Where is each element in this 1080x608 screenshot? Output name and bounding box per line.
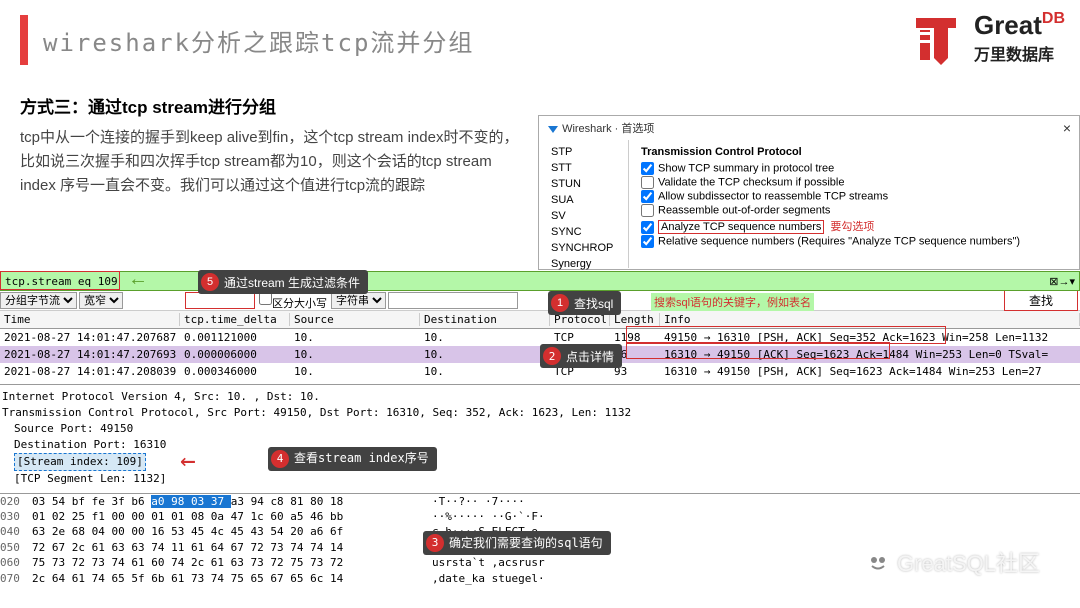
pref-checkbox[interactable] <box>641 235 654 248</box>
pref-window-title: Wireshark · 首选项 × <box>539 116 1079 140</box>
close-icon[interactable]: × <box>1063 120 1071 136</box>
col-info[interactable]: Info <box>660 313 1080 326</box>
wireshark-panel: tcp.stream eq 109 ⊠→▾ ← 5通过stream 生成过滤条件… <box>0 271 1080 586</box>
col-source[interactable]: Source <box>290 313 420 326</box>
subtitle-main: 通过tcp stream进行分组 <box>88 98 276 117</box>
hex-row[interactable]: 03001 02 25 f1 00 00 01 01 08 0a 47 1c 6… <box>0 509 1080 524</box>
pref-option[interactable]: Allow subdissector to reassemble TCP str… <box>641 190 1067 203</box>
col-time[interactable]: Time <box>0 313 180 326</box>
tag4-text: 查看stream index序号 <box>294 450 429 467</box>
pref-checkbox[interactable] <box>641 204 654 217</box>
annotation-tag-1: 1查找sql <box>548 291 621 315</box>
pref-protocol-item[interactable]: Synergy <box>539 256 628 272</box>
detail-seglen: [TCP Segment Len: 1132] <box>2 471 1078 487</box>
pref-protocol-item[interactable]: SV <box>539 208 628 224</box>
pref-option[interactable]: Relative sequence numbers (Requires "Ana… <box>641 235 1067 248</box>
pref-option[interactable]: Reassemble out-of-order segments <box>641 204 1067 217</box>
col-delta[interactable]: tcp.time_delta <box>180 313 290 326</box>
logo-text-cn: 万里数据库 <box>974 41 1065 65</box>
pref-option[interactable]: Analyze TCP sequence numbers要勾选项 <box>641 218 1067 234</box>
packet-list: Time tcp.time_delta Source Destination P… <box>0 311 1080 380</box>
pref-title-text: Wireshark · 首选项 <box>562 123 654 135</box>
pref-option[interactable]: Validate the TCP checksum if possible <box>641 176 1067 189</box>
pref-checkbox[interactable] <box>641 162 654 175</box>
annotation-tag-3: 3确定我们需要查询的sql语句 <box>423 531 611 555</box>
tag5-text: 通过stream 生成过滤条件 <box>224 274 360 291</box>
green-arrow-icon: ← <box>128 268 148 291</box>
subtitle-prefix: 方式三： <box>20 98 88 117</box>
detail-ip-line: Internet Protocol Version 4, Src: 10. , … <box>2 389 1078 405</box>
annotation-tag-4: 4查看stream index序号 <box>268 447 437 471</box>
pref-protocol-item[interactable]: STT <box>539 160 628 176</box>
col-destination[interactable]: Destination <box>420 313 550 326</box>
pref-protocol-item[interactable]: STUN <box>539 176 628 192</box>
packet-details[interactable]: Internet Protocol Version 4, Src: 10. , … <box>0 384 1080 491</box>
tag2-text: 点击详情 <box>566 348 614 365</box>
tag3-text: 确定我们需要查询的sql语句 <box>449 535 603 552</box>
pref-checkbox[interactable] <box>641 221 654 234</box>
pref-protocol-list[interactable]: STPSTTSTUNSUASVSYNCSYNCHROPSynergySyslog <box>539 140 629 268</box>
pref-checkbox[interactable] <box>641 176 654 189</box>
logo-text-great: Great <box>974 10 1042 40</box>
page-title: wireshark分析之跟踪tcp流并分组 <box>43 23 474 58</box>
tag1-text: 查找sql <box>574 295 613 312</box>
description-text: tcp中从一个连接的握手到keep alive到fin，这个tcp stream… <box>20 126 520 198</box>
logo-text-db: DB <box>1042 10 1065 27</box>
find-toolbar: 分组字节流 宽窄 区分大小写 字符串 1查找sql 搜索sql语句的关键字，例如… <box>0 291 1080 311</box>
watermark: GreatSQL社区 <box>865 546 1040 578</box>
pref-protocol-item[interactable]: SUA <box>539 192 628 208</box>
pref-protocol-item[interactable]: SYNCHROP <box>539 240 628 256</box>
detail-stream-index: [Stream index: 109] <box>14 453 146 471</box>
find-button[interactable]: 查找 <box>1004 290 1078 311</box>
page-header: wireshark分析之跟踪tcp流并分组 GreatDB 万里数据库 <box>0 0 1080 80</box>
pref-option[interactable]: Show TCP summary in protocol tree <box>641 162 1067 175</box>
search-text-input[interactable] <box>388 292 518 309</box>
brand-logo: GreatDB 万里数据库 <box>906 10 1065 65</box>
pref-checkbox[interactable] <box>641 190 654 203</box>
hex-row[interactable]: 02003 54 bf fe 3f b6 a0 98 03 37 a3 94 c… <box>0 494 1080 509</box>
pref-protocol-item[interactable]: STP <box>539 144 628 160</box>
pref-protocol-item[interactable]: SYNC <box>539 224 628 240</box>
watermark-text: GreatSQL社区 <box>897 546 1040 578</box>
detail-dstport: Destination Port: 16310 <box>2 437 1078 453</box>
search-type-select[interactable]: 字符串 <box>331 292 386 309</box>
red-arrow-icon: ← <box>180 443 196 481</box>
detail-srcport: Source Port: 49150 <box>2 421 1078 437</box>
annotation-tag-2: 2点击详情 <box>540 344 622 368</box>
filter-clear-icon[interactable]: ⊠→▾ <box>1049 275 1075 288</box>
annotation-box-row2 <box>626 342 890 359</box>
search-width-select[interactable]: 宽窄 <box>79 292 123 309</box>
detail-tcp-line: Transmission Control Protocol, Src Port:… <box>2 405 1078 421</box>
display-filter-input[interactable]: tcp.stream eq 109 ⊠→▾ <box>0 271 1080 291</box>
annotation-box-filter <box>0 271 120 290</box>
preferences-window: Wireshark · 首选项 × STPSTTSTUNSUASVSYNCSYN… <box>538 115 1080 270</box>
accent-bar <box>20 15 28 65</box>
pref-options-panel: Transmission Control Protocol Show TCP s… <box>629 140 1079 268</box>
tag1-note: 搜索sql语句的关键字，例如表名 <box>651 293 814 311</box>
pref-section-header: Transmission Control Protocol <box>641 146 1067 158</box>
annotation-tag-5: 5通过stream 生成过滤条件 <box>198 270 368 294</box>
search-scope-select[interactable]: 分组字节流 <box>0 292 77 309</box>
